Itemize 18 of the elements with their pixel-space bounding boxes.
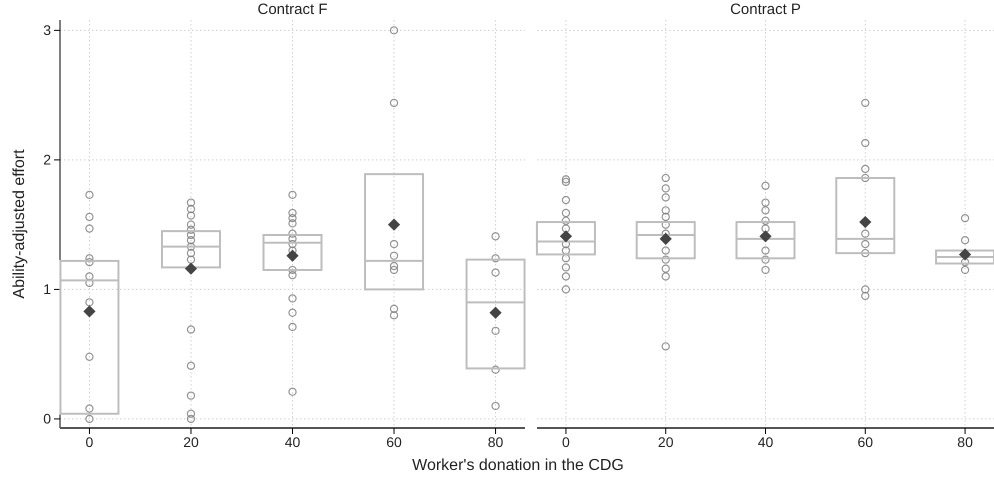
x-tick-label: 60 [857, 434, 874, 450]
x-tick-label: 20 [658, 434, 674, 450]
y-tick-label: 0 [43, 410, 52, 426]
x-tick-label: 80 [957, 434, 974, 450]
x-tick-label: 60 [386, 434, 402, 450]
x-tick-label: 80 [488, 434, 504, 450]
x-tick-label: 0 [86, 434, 94, 450]
chart-title: Contract F [257, 1, 328, 18]
x-tick-label: 20 [183, 434, 199, 450]
x-tick-label: 0 [562, 434, 570, 450]
x-axis-title: Worker's donation in the CDG [412, 457, 624, 474]
y-axis-title: Ability-adjusted effort [11, 148, 28, 299]
y-tick-label: 3 [43, 22, 52, 38]
y-tick-label: 1 [43, 280, 52, 297]
x-tick-label: 40 [284, 434, 300, 450]
y-tick-label: 2 [43, 151, 52, 168]
chart-title: Contract P [730, 1, 801, 18]
x-tick-label: 40 [758, 434, 774, 450]
